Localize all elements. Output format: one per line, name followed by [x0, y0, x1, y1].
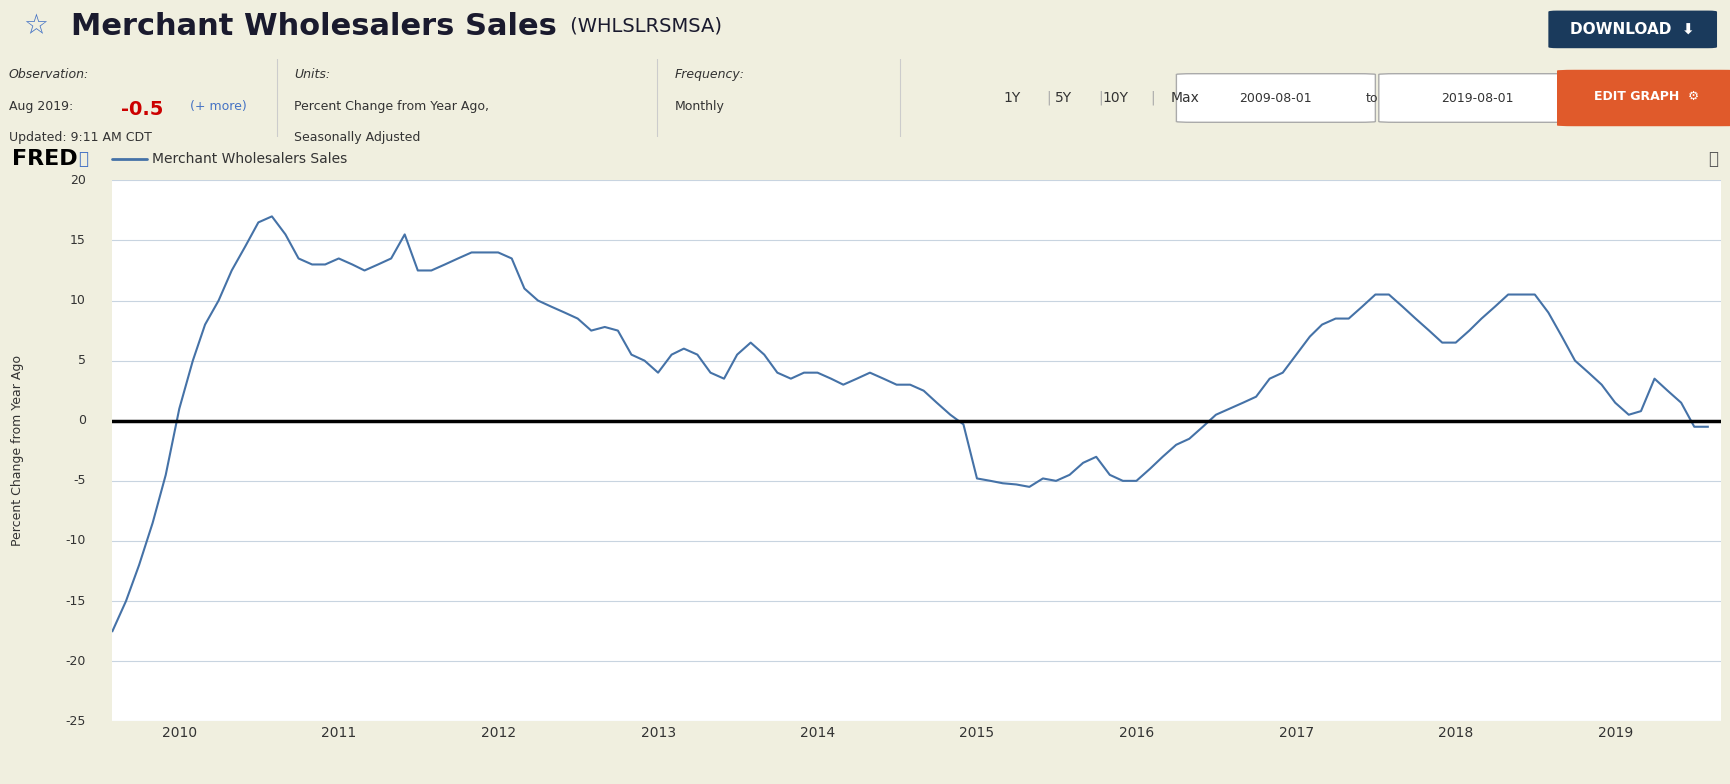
- Text: -25: -25: [66, 715, 86, 728]
- Text: -5: -5: [73, 474, 87, 488]
- Text: Frequency:: Frequency:: [675, 68, 744, 82]
- Text: 〰: 〰: [78, 150, 88, 168]
- Text: (+ more): (+ more): [190, 100, 247, 113]
- Text: DOWNLOAD  ⬇: DOWNLOAD ⬇: [1571, 22, 1695, 37]
- Text: Monthly: Monthly: [675, 100, 725, 113]
- Text: Percent Change from Year Ago,: Percent Change from Year Ago,: [294, 100, 490, 113]
- Text: 10: 10: [69, 294, 86, 307]
- Text: 5Y: 5Y: [1055, 91, 1073, 105]
- FancyBboxPatch shape: [1557, 70, 1730, 126]
- Text: 20: 20: [69, 174, 86, 187]
- Text: to: to: [1365, 92, 1379, 104]
- Text: FRED: FRED: [12, 149, 78, 169]
- Text: 5: 5: [78, 354, 86, 367]
- Text: Merchant Wholesalers Sales: Merchant Wholesalers Sales: [152, 152, 348, 165]
- Text: |: |: [1099, 91, 1102, 105]
- FancyBboxPatch shape: [1548, 10, 1718, 49]
- Text: 2009-08-01: 2009-08-01: [1239, 92, 1311, 104]
- Text: -15: -15: [66, 594, 86, 608]
- Text: ☆: ☆: [24, 13, 48, 41]
- Text: Updated: 9:11 AM CDT: Updated: 9:11 AM CDT: [9, 131, 152, 144]
- Text: -0.5: -0.5: [121, 100, 163, 118]
- Text: (WHLSLRSMSA): (WHLSLRSMSA): [564, 17, 723, 36]
- Text: EDIT GRAPH  ⚙: EDIT GRAPH ⚙: [1595, 90, 1699, 103]
- Text: 2019-08-01: 2019-08-01: [1441, 92, 1514, 104]
- Text: |: |: [1047, 91, 1050, 105]
- Text: 0: 0: [78, 414, 86, 427]
- Text: 15: 15: [69, 234, 86, 247]
- Text: -10: -10: [66, 535, 86, 547]
- Text: Aug 2019:: Aug 2019:: [9, 100, 76, 113]
- Text: Merchant Wholesalers Sales: Merchant Wholesalers Sales: [71, 12, 557, 41]
- Text: |: |: [1150, 91, 1154, 105]
- Text: Max: Max: [1171, 91, 1199, 105]
- Text: 1Y: 1Y: [1003, 91, 1021, 105]
- Text: Seasonally Adjusted: Seasonally Adjusted: [294, 131, 420, 144]
- Text: ⛶: ⛶: [1708, 150, 1718, 168]
- Text: Units:: Units:: [294, 68, 330, 82]
- Text: Percent Change from Year Ago: Percent Change from Year Ago: [10, 355, 24, 546]
- Text: 10Y: 10Y: [1102, 91, 1130, 105]
- FancyBboxPatch shape: [1176, 74, 1375, 122]
- FancyBboxPatch shape: [1379, 74, 1578, 122]
- Text: Observation:: Observation:: [9, 68, 88, 82]
- Text: -20: -20: [66, 655, 86, 668]
